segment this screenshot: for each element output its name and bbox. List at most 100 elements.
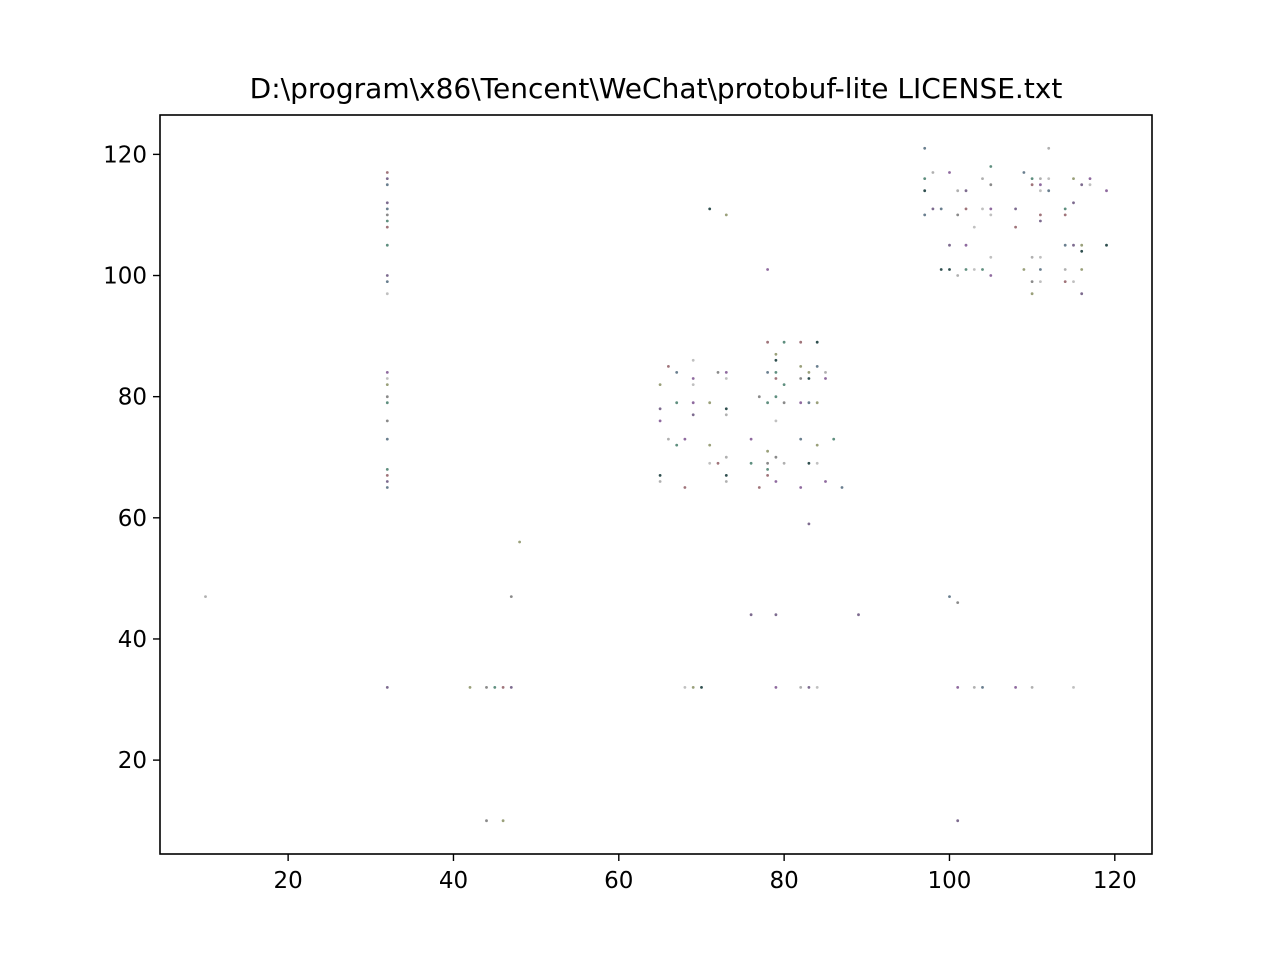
data-point: [1088, 177, 1092, 181]
data-point: [691, 377, 695, 380]
data-point: [385, 183, 389, 187]
data-point: [923, 213, 927, 217]
data-point: [1072, 201, 1075, 205]
data-point: [385, 474, 389, 477]
data-point: [716, 371, 720, 374]
x-tick-label: 80: [769, 868, 798, 894]
data-point: [1022, 268, 1026, 271]
data-point: [691, 413, 695, 417]
data-point: [749, 461, 753, 465]
data-point: [708, 461, 712, 465]
data-point: [1030, 177, 1034, 181]
data-point: [385, 437, 389, 441]
y-tick-label: 40: [118, 627, 147, 653]
data-point: [485, 819, 488, 823]
x-tick-label: 60: [604, 868, 633, 894]
data-point: [658, 474, 662, 477]
data-point: [799, 401, 803, 405]
data-point: [799, 686, 803, 689]
data-point: [774, 371, 778, 374]
data-points: [204, 146, 1108, 823]
y-tick-label: 20: [118, 748, 147, 774]
data-point: [948, 171, 951, 174]
data-point: [1030, 255, 1034, 259]
data-point: [385, 207, 389, 211]
data-point: [724, 371, 728, 374]
data-point: [939, 207, 943, 211]
data-point: [956, 601, 960, 604]
data-point: [1072, 243, 1075, 247]
data-point: [1014, 686, 1017, 689]
data-point: [1047, 177, 1051, 181]
data-point: [518, 540, 521, 544]
data-point: [815, 443, 819, 447]
data-point: [1030, 183, 1034, 187]
data-point: [774, 686, 778, 689]
data-point: [658, 480, 662, 483]
data-point: [807, 371, 811, 374]
data-point: [807, 377, 811, 380]
data-point: [683, 686, 687, 689]
data-point: [691, 383, 695, 386]
data-point: [691, 401, 695, 405]
data-point: [981, 207, 984, 211]
data-point: [1105, 189, 1108, 193]
data-point: [807, 522, 811, 526]
data-point: [964, 268, 968, 271]
data-point: [708, 207, 712, 211]
data-point: [385, 480, 389, 483]
data-point: [667, 437, 670, 441]
data-point: [774, 613, 778, 617]
data-point: [708, 443, 712, 447]
data-point: [989, 165, 993, 168]
data-point: [799, 377, 803, 380]
data-point: [749, 437, 753, 441]
data-point: [683, 437, 687, 441]
data-point: [799, 437, 803, 441]
data-point: [931, 171, 935, 174]
data-point: [724, 377, 728, 380]
data-point: [724, 455, 728, 459]
data-point: [1080, 292, 1084, 296]
data-point: [1014, 207, 1017, 211]
data-point: [815, 365, 819, 368]
data-point: [774, 358, 778, 362]
data-point: [385, 201, 389, 205]
data-point: [1030, 686, 1034, 689]
data-point: [766, 401, 769, 405]
data-point: [204, 595, 207, 598]
x-axis: 20 40 60 80 100 120: [273, 854, 1137, 894]
data-point: [691, 358, 695, 362]
data-point: [493, 686, 497, 689]
data-point: [700, 686, 703, 689]
data-point: [956, 189, 960, 193]
data-point: [385, 225, 389, 229]
data-point: [385, 686, 389, 689]
data-point: [766, 474, 769, 477]
data-point: [1039, 183, 1042, 187]
plot-area-frame: [159, 114, 1153, 855]
data-point: [1039, 213, 1042, 217]
data-point: [774, 480, 778, 483]
data-point: [691, 686, 695, 689]
data-point: [815, 401, 819, 405]
data-point: [1080, 268, 1084, 271]
data-point: [766, 268, 769, 271]
data-point: [774, 419, 778, 423]
data-point: [989, 207, 993, 211]
data-point: [840, 486, 844, 489]
data-point: [981, 177, 984, 181]
y-tick-label: 100: [103, 264, 147, 290]
data-point: [658, 407, 662, 411]
data-point: [1072, 280, 1075, 283]
data-point: [724, 407, 728, 411]
data-point: [989, 183, 993, 187]
data-point: [716, 461, 720, 465]
data-point: [766, 449, 769, 453]
data-point: [757, 395, 761, 399]
data-point: [724, 213, 728, 217]
data-point: [1030, 292, 1034, 296]
data-point: [1080, 249, 1084, 253]
data-point: [708, 401, 712, 405]
data-point: [501, 686, 505, 689]
